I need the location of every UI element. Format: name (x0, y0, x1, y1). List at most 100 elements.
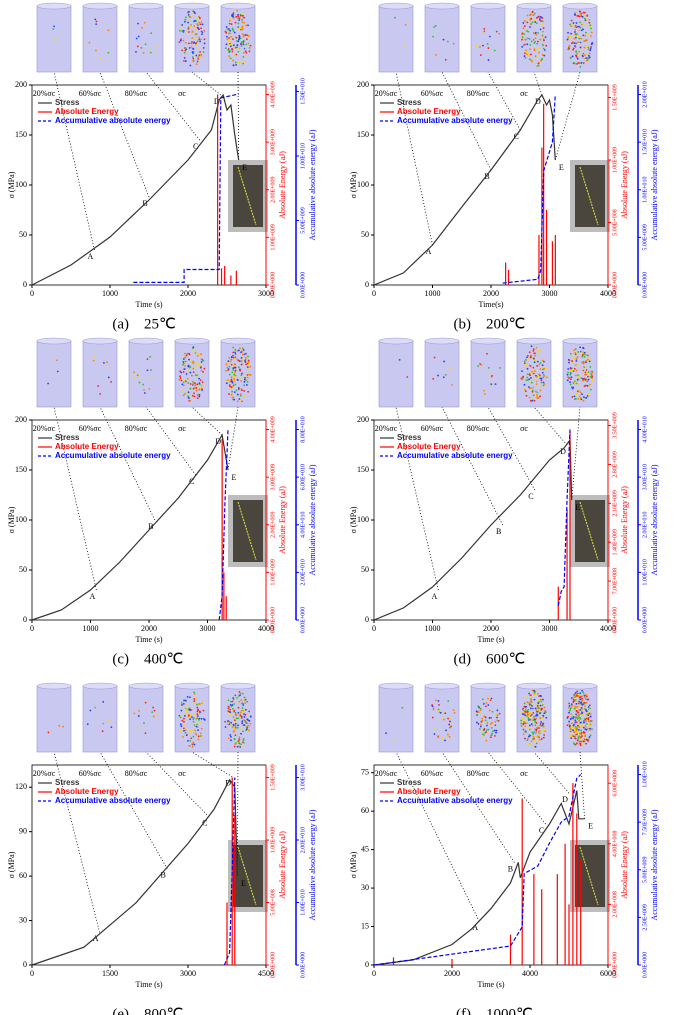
ae-dot (577, 41, 579, 44)
stage-label: 20%σc (375, 424, 398, 433)
ae-dot (525, 379, 528, 382)
ae-dot (574, 699, 577, 701)
ae-dot (585, 698, 588, 701)
ae-dot (539, 362, 542, 364)
ae-dot (182, 362, 185, 365)
x-tick-label: 0 (372, 969, 376, 978)
ae-dot (569, 372, 572, 374)
ae-dot (245, 52, 248, 54)
ae-dot (385, 732, 387, 735)
ae-dot (434, 24, 437, 27)
point-label: C (193, 142, 198, 151)
ae-dot (528, 58, 531, 61)
ae-dot (232, 18, 235, 21)
ae-dot (589, 723, 592, 726)
ae-dot (185, 734, 188, 737)
ae-dot (185, 354, 188, 357)
ae-dot (186, 377, 189, 380)
ae-dot (200, 361, 203, 363)
ae-dot (143, 722, 145, 724)
specimen-top (82, 2, 118, 10)
ae-dot (571, 731, 574, 733)
ae-dot (182, 363, 184, 366)
y2-axis-label: Absolute Energy (aJ) (620, 831, 629, 899)
y2-tick-label: 5.00E+008 (270, 889, 276, 916)
ae-dot (585, 701, 588, 704)
x-tick-label: 3000 (180, 969, 196, 978)
ae-dot (540, 738, 543, 740)
stage-label: 60%σc (421, 424, 444, 433)
y2-tick-label: 0.00E+000 (270, 952, 276, 979)
ae-dot (528, 371, 531, 374)
ae-dot (488, 717, 491, 719)
point-label: A (472, 923, 478, 932)
legend-label: Stress (397, 433, 422, 442)
ae-dot (576, 724, 579, 727)
ae-dot (187, 368, 190, 371)
ae-dot (101, 730, 104, 733)
ae-dot (238, 738, 241, 741)
stage-label: 60%σc (79, 769, 102, 778)
specimen-top (562, 2, 598, 10)
y-tick-label: 150 (357, 130, 369, 139)
point-label: A (431, 592, 437, 601)
ae-dot (521, 38, 523, 41)
leader-line (145, 751, 210, 818)
ae-dot (582, 23, 585, 26)
ae-dot (577, 712, 580, 715)
ae-dot (537, 693, 539, 695)
ae-dot (529, 734, 532, 737)
legend-label: Absolute Energy (397, 107, 461, 116)
ae-dot (586, 726, 589, 729)
y3-tick-label: 3.00E+010 (642, 464, 648, 491)
ae-dot (225, 26, 228, 28)
stage-label: 80%σc (125, 89, 148, 98)
ae-dot (230, 376, 233, 379)
ae-dot (574, 45, 576, 47)
y-axis-label: σ (MPa) (349, 851, 358, 878)
ae-dot (540, 700, 543, 703)
ae-dot (105, 361, 108, 364)
ae-dot (237, 47, 240, 50)
ae-dot (586, 380, 589, 383)
ae-dot (495, 731, 497, 734)
ae-dot (526, 356, 528, 359)
ae-dot (571, 395, 574, 398)
x-tick-label: 3000 (200, 624, 216, 633)
ae-dot (234, 369, 237, 372)
y2-tick-label: 0.00E+000 (270, 272, 276, 299)
ae-dot (239, 393, 242, 395)
ae-dot (237, 15, 240, 18)
stage-label: 80%σc (125, 769, 148, 778)
ae-dot (191, 380, 194, 383)
specimen-top (424, 2, 460, 10)
ae-dot (196, 376, 199, 378)
ae-dot (181, 736, 184, 738)
specimen (82, 685, 118, 753)
specimen-top (36, 337, 72, 345)
ae-dot (179, 370, 182, 373)
ae-dot (245, 708, 247, 711)
ae-dot (138, 381, 141, 384)
ae-dot (238, 690, 241, 693)
ae-dot (543, 360, 545, 363)
ae-dot (234, 46, 237, 49)
ae-dot (245, 38, 248, 41)
ae-dot (228, 384, 231, 386)
ae-dot (201, 384, 204, 387)
ae-dot (496, 709, 499, 712)
ae-dot (532, 706, 535, 709)
ae-dot (586, 385, 589, 387)
ae-dot (575, 358, 578, 361)
ae-dot (534, 40, 537, 43)
ae-dot (569, 35, 572, 38)
ae-dot (446, 733, 449, 736)
y2-tick-label: 1.00E+009 (270, 559, 276, 586)
ae-dot (576, 694, 578, 697)
ae-dot (542, 736, 545, 739)
ae-dot (240, 45, 243, 47)
ae-dot (541, 34, 544, 37)
ae-dot (241, 744, 243, 747)
ae-dot (583, 377, 586, 380)
ae-dot (234, 711, 237, 714)
